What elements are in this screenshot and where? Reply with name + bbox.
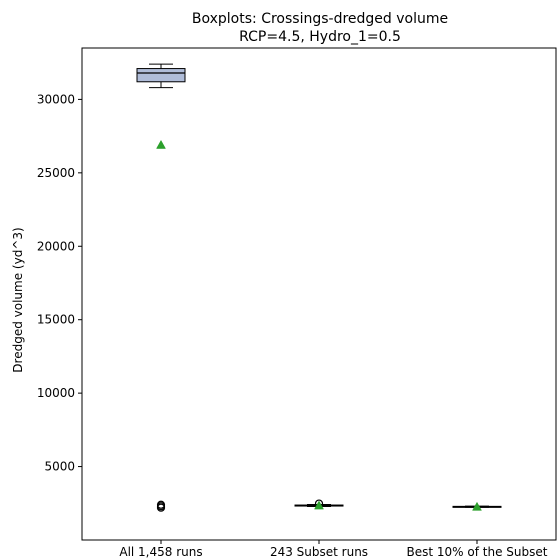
- mean-marker: [156, 139, 166, 149]
- y-tick-label: 20000: [37, 239, 75, 253]
- y-tick-label: 30000: [37, 92, 75, 106]
- y-tick-label: 10000: [37, 386, 75, 400]
- plot-frame: [81, 47, 557, 541]
- mean-marker: [314, 500, 324, 510]
- mean-marker: [472, 501, 482, 511]
- chart-title: Boxplots: Crossings-dredged volume: [192, 11, 448, 27]
- x-tick-label: All 1,458 runs: [119, 545, 202, 559]
- x-tick-label: Best 10% of the Subset: [407, 545, 548, 559]
- chart-subtitle: RCP=4.5, Hydro_1=0.5: [239, 29, 401, 45]
- outlier-point: [156, 500, 166, 509]
- y-tick-label: 5000: [44, 460, 75, 474]
- y-tick-label: 25000: [37, 166, 75, 180]
- y-axis-label: Dredged volume (yd^3): [11, 227, 25, 372]
- plot-area: 5000 10000 15000 20000 25000 30000 All 1,458 r…: [37, 47, 557, 559]
- x-tick-label: 243 Subset runs: [270, 545, 368, 559]
- box: [136, 68, 186, 83]
- y-tick-label: 15000: [37, 313, 75, 327]
